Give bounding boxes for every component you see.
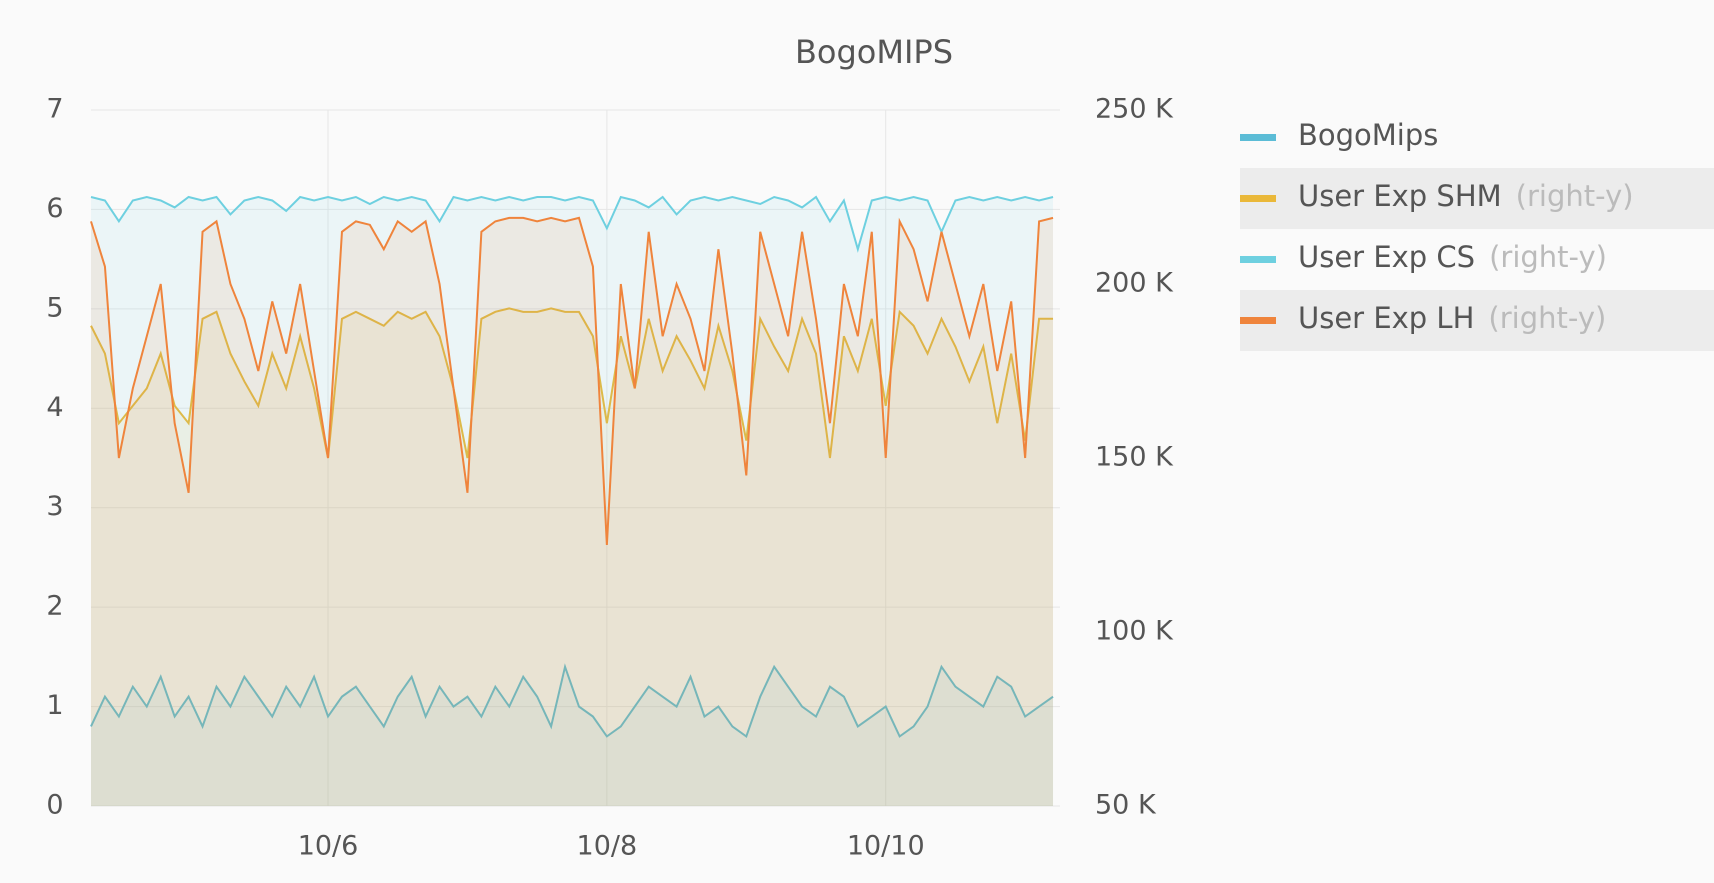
legend-label: User Exp LH [1298, 301, 1474, 335]
y-tick-label: 7 [46, 94, 63, 125]
y-tick-label: 1 [46, 690, 63, 721]
y-tick-label: 4 [46, 392, 63, 423]
y2-tick-label: 50 K [1095, 790, 1157, 821]
y-tick-label: 3 [46, 491, 63, 522]
chart-title: BogoMIPS [795, 33, 953, 71]
series-area [91, 197, 1054, 806]
series-area [91, 217, 1054, 806]
y-tick-label: 2 [46, 591, 63, 622]
series-line [90, 307, 1054, 459]
y2-tick-label: 200 K [1095, 268, 1174, 299]
y2-tick-label: 250 K [1095, 94, 1174, 125]
series-line [90, 216, 1054, 546]
series-area [91, 666, 1054, 806]
legend-axis-note: (right-y) [1488, 301, 1606, 335]
y2-tick-label: 100 K [1095, 616, 1174, 647]
legend-label: User Exp SHM [1298, 179, 1502, 213]
x-tick-label: 10/6 [298, 831, 359, 862]
series-line [90, 195, 1054, 253]
y-tick-label: 0 [46, 790, 63, 821]
x-tick-label: 10/8 [577, 831, 638, 862]
y-tick-label: 5 [46, 292, 63, 323]
x-tick-label: 10/10 [847, 831, 925, 862]
legend-row-background [1240, 168, 1714, 229]
legend-row-background [1240, 290, 1714, 351]
legend-swatch [1240, 317, 1276, 324]
legend-axis-note: (right-y) [1516, 179, 1634, 213]
legend-axis-note: (right-y) [1489, 240, 1607, 274]
legend-swatch [1240, 134, 1276, 141]
legend-label: User Exp CS [1298, 240, 1475, 274]
legend-swatch [1240, 195, 1276, 202]
legend-swatch [1240, 256, 1276, 263]
series-line [90, 663, 1054, 738]
y-tick-label: 6 [46, 193, 63, 224]
legend-label: BogoMips [1298, 118, 1438, 152]
y2-tick-label: 150 K [1095, 442, 1174, 473]
